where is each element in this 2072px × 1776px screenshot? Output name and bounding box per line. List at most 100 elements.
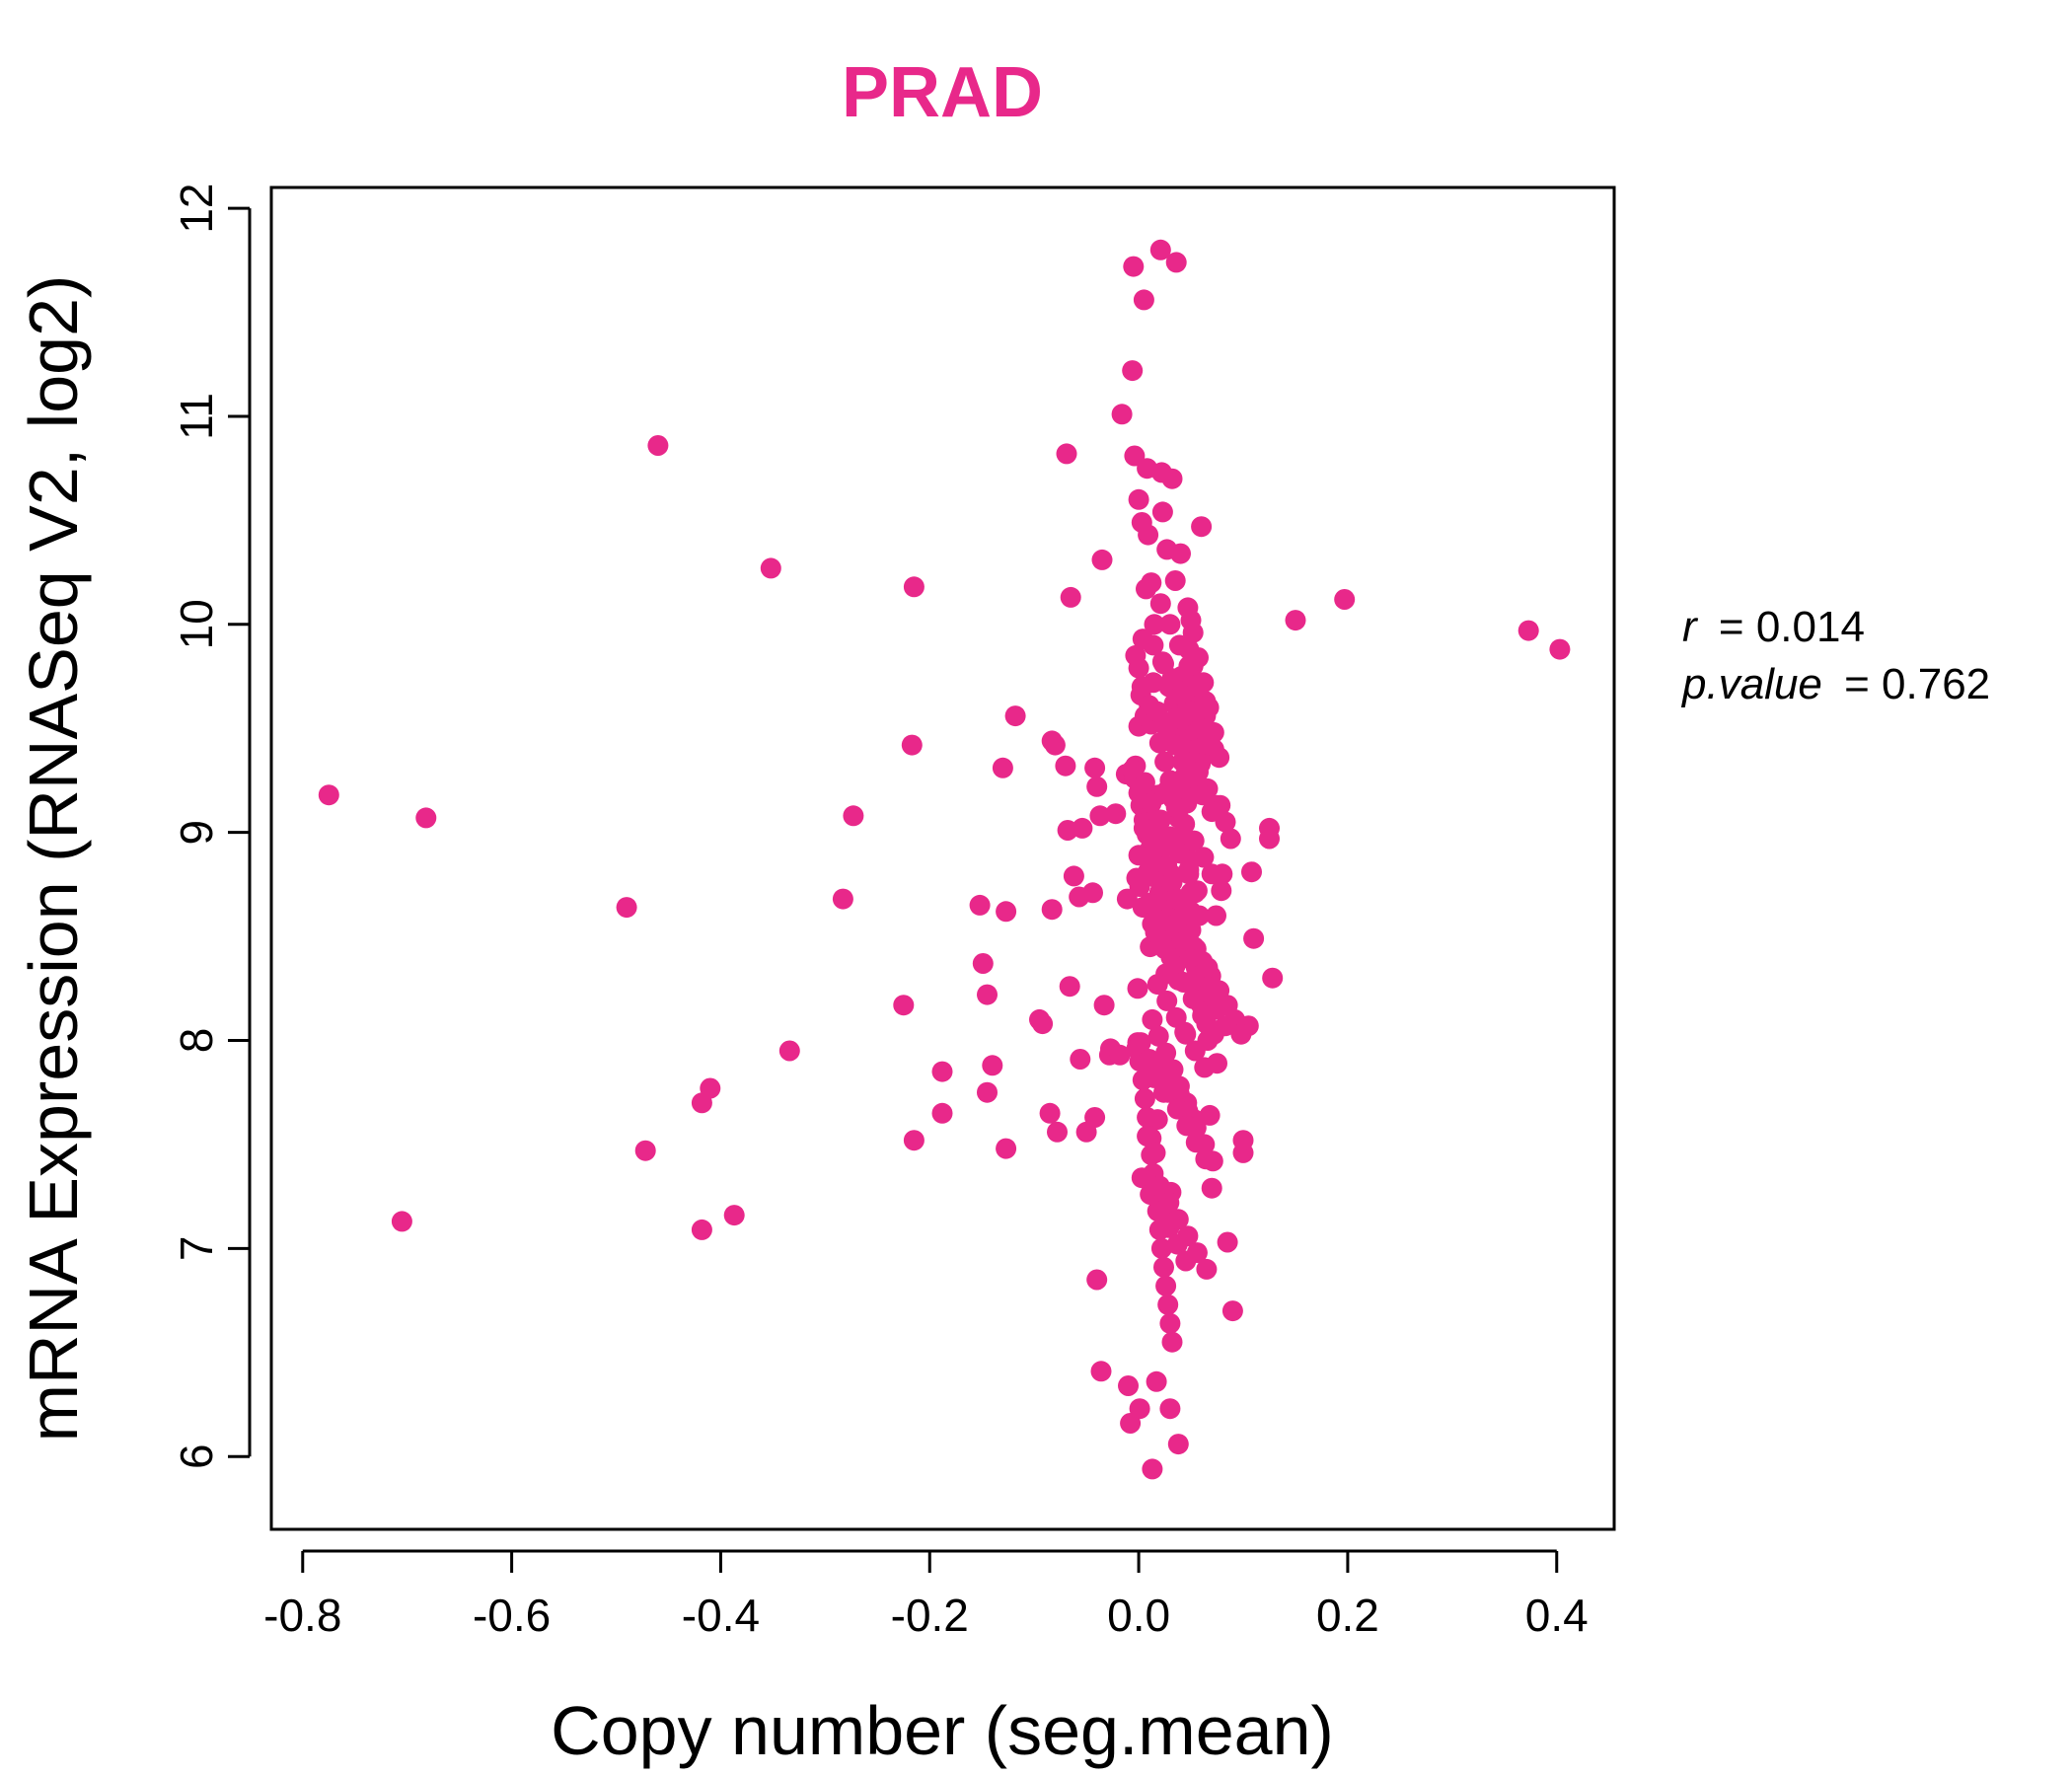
data-point (1147, 974, 1168, 996)
p-label: p.value (1680, 660, 1822, 708)
data-point (1149, 809, 1171, 831)
data-point (1175, 1023, 1197, 1045)
data-point (1186, 1242, 1208, 1264)
data-point (1161, 468, 1183, 489)
data-point (1147, 1065, 1168, 1086)
data-point (1143, 634, 1164, 656)
data-point (1241, 861, 1262, 883)
data-point (1198, 982, 1220, 1003)
data-point (1118, 1375, 1139, 1396)
x-tick-label: -0.2 (891, 1590, 969, 1641)
data-point (992, 757, 1013, 778)
data-point (1156, 854, 1178, 876)
data-point (1123, 256, 1145, 277)
r-value: 0.014 (1756, 603, 1865, 651)
data-point (1334, 589, 1356, 610)
data-point (1151, 651, 1173, 673)
data-point (1517, 620, 1539, 641)
x-tick-label: -0.4 (682, 1590, 760, 1641)
y-tick-label: 7 (171, 1236, 222, 1262)
data-point (318, 784, 339, 806)
data-point (1184, 1040, 1206, 1062)
data-point (1191, 516, 1213, 538)
data-point (634, 1140, 656, 1161)
data-point (1159, 826, 1181, 848)
data-point (1128, 845, 1149, 866)
data-point (1091, 549, 1113, 570)
data-point (1089, 805, 1111, 827)
data-point (1197, 957, 1219, 979)
data-point (1215, 1015, 1236, 1037)
data-point (903, 1130, 925, 1151)
data-point (1141, 792, 1162, 814)
y-tick-label: 6 (171, 1443, 222, 1469)
x-tick-label: 0.2 (1316, 1590, 1379, 1641)
data-point (931, 1102, 953, 1124)
data-point (1148, 1175, 1170, 1197)
data-point (1182, 988, 1204, 1009)
data-point (1167, 1434, 1189, 1455)
data-point (723, 1205, 745, 1226)
data-point (1159, 1312, 1181, 1334)
y-tick-label: 11 (171, 393, 222, 440)
data-point (1129, 1398, 1150, 1420)
data-point (1174, 813, 1196, 835)
data-point (1158, 1192, 1180, 1214)
y-tick-label: 12 (171, 183, 222, 233)
p-value: 0.762 (1882, 660, 1990, 708)
data-point (1180, 701, 1202, 722)
data-point (1199, 734, 1221, 756)
r-stat-line: r = 0.014 (1682, 603, 1865, 651)
data-point (1086, 1269, 1108, 1291)
data-point (1165, 252, 1187, 273)
data-point (1144, 614, 1165, 635)
data-point (1137, 1107, 1158, 1128)
data-point (1131, 776, 1152, 797)
x-tick-label: 0.0 (1107, 1590, 1170, 1641)
data-point (1178, 655, 1200, 677)
data-point (1131, 676, 1152, 698)
data-point (1171, 931, 1192, 953)
chart-title: PRAD (842, 53, 1043, 132)
data-point (1177, 597, 1199, 619)
data-point (969, 894, 991, 916)
data-point (1154, 938, 1176, 960)
data-point (843, 805, 864, 827)
x-tick-label: -0.6 (473, 1590, 551, 1641)
data-point (1185, 1132, 1207, 1153)
y-axis-label: mRNA Expression (RNASeq V2, log2) (15, 275, 92, 1443)
data-point (1159, 1398, 1181, 1420)
data-point (1156, 990, 1178, 1011)
data-point (1149, 593, 1171, 615)
x-tick-label: 0.4 (1525, 1590, 1589, 1641)
data-point (832, 888, 853, 910)
data-point (1149, 239, 1171, 260)
data-point (1157, 1294, 1179, 1315)
data-point (1060, 586, 1081, 608)
data-point (1130, 1032, 1151, 1054)
data-point (1182, 622, 1204, 643)
data-point (1139, 892, 1160, 914)
data-point (1154, 751, 1176, 773)
data-point (1146, 1370, 1167, 1392)
data-point (1150, 1237, 1172, 1259)
data-point (1072, 817, 1093, 839)
data-point (1138, 524, 1159, 546)
data-point (1004, 705, 1026, 727)
data-point (1111, 404, 1133, 425)
data-point (1084, 757, 1106, 778)
data-point (691, 1219, 712, 1240)
data-point (1082, 882, 1103, 904)
data-point (1168, 843, 1190, 864)
data-point (1128, 488, 1149, 510)
data-point (1193, 847, 1215, 868)
data-point (1243, 927, 1265, 949)
data-point (1165, 796, 1187, 818)
data-point (1183, 768, 1205, 789)
data-point (1159, 614, 1181, 635)
data-point (1134, 1088, 1155, 1109)
data-point (700, 1077, 721, 1099)
data-point (1206, 905, 1226, 926)
data-point (616, 897, 637, 919)
